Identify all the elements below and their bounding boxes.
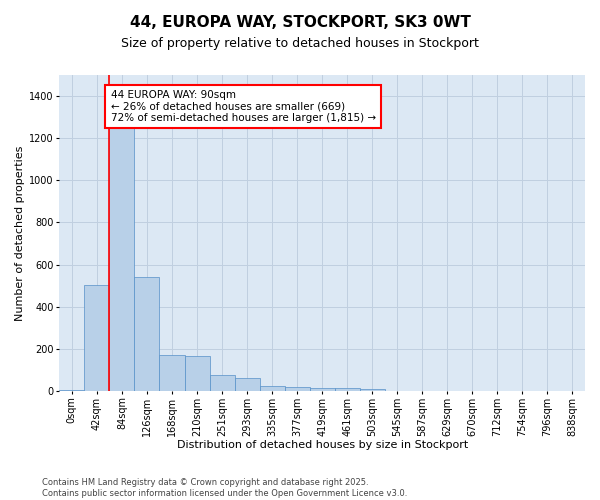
Bar [235, 378, 260, 391]
Bar [284, 386, 310, 391]
Y-axis label: Number of detached properties: Number of detached properties [15, 146, 25, 320]
Bar [310, 388, 335, 391]
Bar [85, 284, 109, 391]
Text: 44, EUROPA WAY, STOCKPORT, SK3 0WT: 44, EUROPA WAY, STOCKPORT, SK3 0WT [130, 15, 470, 30]
Bar [209, 375, 235, 391]
X-axis label: Distribution of detached houses by size in Stockport: Distribution of detached houses by size … [176, 440, 468, 450]
Bar [335, 388, 360, 391]
Text: Contains HM Land Registry data © Crown copyright and database right 2025.
Contai: Contains HM Land Registry data © Crown c… [42, 478, 407, 498]
Bar [134, 277, 160, 391]
Bar [360, 389, 385, 391]
Bar [59, 390, 85, 391]
Bar [109, 108, 134, 391]
Bar [185, 356, 209, 391]
Text: Size of property relative to detached houses in Stockport: Size of property relative to detached ho… [121, 38, 479, 51]
Text: 44 EUROPA WAY: 90sqm
← 26% of detached houses are smaller (669)
72% of semi-deta: 44 EUROPA WAY: 90sqm ← 26% of detached h… [110, 90, 376, 123]
Bar [160, 355, 185, 391]
Bar [260, 386, 284, 391]
